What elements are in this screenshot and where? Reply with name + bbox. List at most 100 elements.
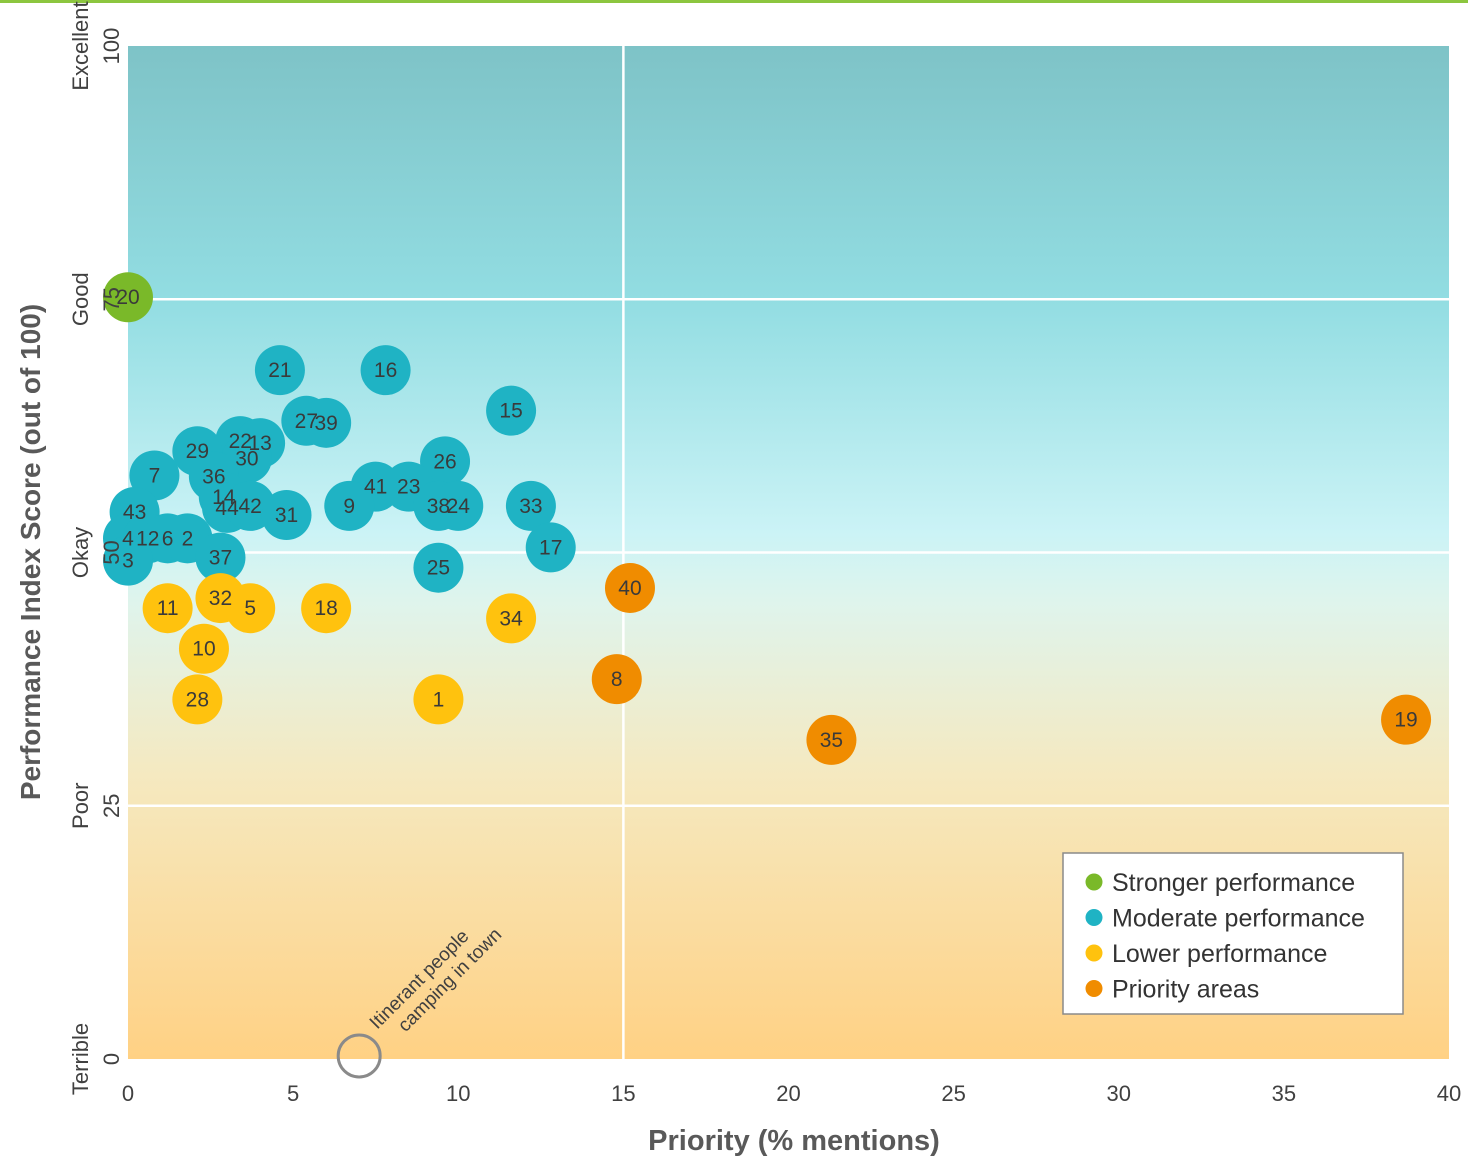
annotation-ring: [336, 1033, 382, 1079]
y-tick-0: 0: [99, 1053, 124, 1065]
top-accent-rule: [0, 0, 1468, 3]
point-39: [301, 397, 352, 448]
point-34: [486, 593, 537, 644]
point-label-38: 38: [427, 495, 450, 518]
point-16: [360, 345, 411, 396]
point-3: [103, 535, 153, 586]
point-label-12: 12: [136, 527, 159, 550]
point-31: [261, 490, 312, 541]
point-15: [486, 385, 537, 436]
y-axis-title: Performance Index Score (out of 100): [15, 304, 46, 800]
point-10: [178, 623, 229, 674]
x-axis-title: Priority (% mentions): [648, 1125, 940, 1156]
legend-marker-moderate: [1085, 909, 1103, 926]
point-label-32: 32: [209, 587, 232, 610]
point-label-37: 37: [209, 547, 232, 570]
point-label-28: 28: [186, 688, 209, 711]
point-label-27: 27: [295, 410, 318, 433]
legend: Stronger performance Moderate performance…: [1062, 852, 1404, 1015]
point-28: [172, 674, 223, 725]
point-5: [225, 583, 276, 634]
point-label-41: 41: [364, 476, 387, 499]
point-35: [806, 714, 857, 765]
point-label-31: 31: [275, 504, 298, 527]
point-label-35: 35: [820, 729, 843, 752]
x-tick-10: 10: [446, 1081, 470, 1106]
point-label-8: 8: [611, 668, 623, 691]
point-label-36: 36: [202, 466, 225, 489]
point-label-42: 42: [239, 495, 262, 518]
point-7: [129, 450, 180, 501]
point-label-18: 18: [314, 597, 337, 620]
x-tick-30: 30: [1107, 1081, 1131, 1106]
point-label-22: 22: [229, 430, 252, 453]
x-tick-15: 15: [611, 1081, 635, 1106]
x-tick-5: 5: [287, 1081, 299, 1106]
legend-marker-lower: [1085, 944, 1103, 962]
point-33: [505, 480, 556, 531]
point-label-39: 39: [314, 412, 337, 435]
point-9: [324, 480, 375, 531]
point-label-7: 7: [149, 465, 161, 488]
point-37: [195, 532, 246, 583]
y-tick-word-poor: Poor: [68, 783, 93, 829]
y-tick-word-excellent: Excellent: [68, 1, 93, 90]
x-tick-25: 25: [941, 1081, 965, 1106]
point-label-21: 21: [268, 359, 291, 382]
point-label-11: 11: [157, 597, 179, 620]
point-25: [413, 542, 464, 593]
point-18: [301, 583, 352, 634]
point-8: [591, 654, 642, 705]
point-label-16: 16: [374, 359, 397, 382]
point-label-17: 17: [539, 536, 562, 559]
point-24: [433, 480, 484, 531]
x-tick-labels: 0 5 10 15 20 25 30 35 40: [122, 1081, 1461, 1106]
point-label-25: 25: [427, 557, 450, 580]
point-label-34: 34: [499, 607, 523, 630]
point-label-10: 10: [192, 638, 215, 661]
point-label-6: 6: [162, 527, 174, 550]
point-11: [142, 583, 193, 634]
point-label-1: 1: [433, 688, 445, 711]
point-label-44: 44: [215, 497, 239, 520]
point-label-2: 2: [182, 527, 194, 550]
y-tick-50: 50: [99, 540, 124, 564]
point-label-4: 4: [122, 527, 134, 550]
point-21: [254, 345, 305, 396]
y-tick-word-okay: Okay: [68, 527, 93, 578]
y-tick-100: 100: [99, 28, 124, 65]
legend-box: [1062, 852, 1404, 1015]
y-tick-word-terrible: Terrible: [68, 1023, 93, 1095]
point-label-24: 24: [447, 495, 471, 518]
point-label-19: 19: [1394, 709, 1417, 732]
legend-marker-priority: [1085, 980, 1103, 997]
gridlines: [128, 46, 1449, 1059]
point-label-3: 3: [122, 550, 134, 573]
point-40: [604, 562, 655, 613]
point-26: [420, 436, 471, 487]
point-label-14: 14: [212, 486, 236, 509]
point-20: [103, 272, 153, 323]
point-label-26: 26: [433, 450, 456, 473]
point-label-23: 23: [397, 476, 420, 499]
y-tick-25: 25: [99, 794, 124, 818]
x-tick-35: 35: [1272, 1081, 1296, 1106]
point-label-33: 33: [519, 495, 542, 518]
legend-label-lower: Lower performance: [1112, 940, 1327, 968]
legend-label-moderate: Moderate performance: [1112, 905, 1365, 933]
point-1: [413, 674, 464, 725]
x-tick-20: 20: [776, 1081, 800, 1106]
legend-label-stronger: Stronger performance: [1112, 869, 1355, 897]
y-tick-75: 75: [99, 287, 124, 311]
x-tick-0: 0: [122, 1081, 134, 1106]
point-label-9: 9: [343, 495, 355, 518]
point-label-20: 20: [116, 286, 139, 309]
legend-label-priority: Priority areas: [1112, 976, 1259, 1004]
point-17: [525, 522, 576, 573]
point-19: [1381, 694, 1432, 745]
point-label-13: 13: [248, 432, 271, 455]
y-tick-word-good: Good: [68, 272, 93, 326]
